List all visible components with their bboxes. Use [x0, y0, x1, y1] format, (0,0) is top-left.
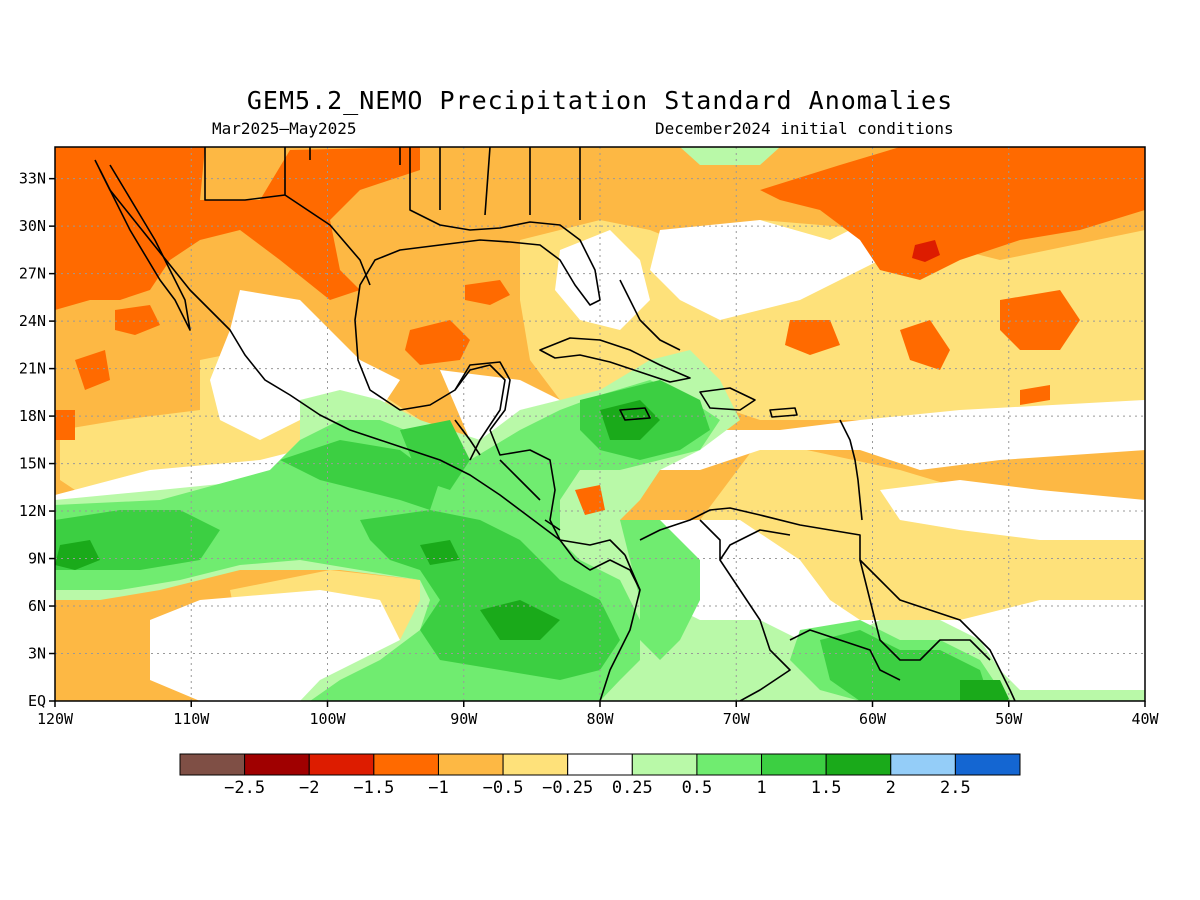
lat-tick-label: 6N — [28, 597, 46, 615]
coast-jamaica — [619, 407, 651, 421]
lat-tick-label: 18N — [19, 407, 46, 425]
colorbar-swatch — [437, 753, 504, 776]
lon-tick-label: 120W — [37, 710, 74, 728]
field-dark-green-3 — [480, 600, 560, 640]
field-dark-orange-atlantic-n — [760, 147, 1145, 280]
colorbar-label: 2.5 — [940, 778, 971, 798]
field-mid-green-honduras — [400, 420, 470, 490]
field-red-atlantic — [912, 240, 940, 262]
colorbar-swatch — [890, 753, 956, 776]
colorbar-swatch — [825, 753, 892, 776]
forecast-period: Mar2025–May2025 — [212, 119, 357, 138]
lat-tick-label: 24N — [19, 312, 46, 330]
lat-tick-label: 3N — [28, 645, 46, 663]
lon-tick-label: 80W — [586, 710, 614, 728]
colorbar-label: −2.5 — [224, 778, 265, 798]
colorbar-swatch — [179, 753, 246, 776]
coast-mexico-pacific — [94, 159, 641, 591]
border-us-states — [309, 147, 581, 220]
colorbar-swatch — [308, 753, 375, 776]
colorbar-swatch — [696, 753, 763, 776]
coast-baja — [99, 164, 191, 331]
colorbar-swatch — [373, 753, 439, 776]
field-white-florida — [555, 230, 650, 330]
lat-tick-label: EQ — [28, 692, 46, 710]
field-dark-orange-atlantic-f — [1020, 385, 1050, 405]
border-guianas — [859, 559, 991, 661]
lat-tick-label: 9N — [28, 550, 46, 568]
colorbar-label: 1.5 — [811, 778, 842, 798]
field-white-atlantic-mid — [880, 480, 1145, 540]
field-mid-green-central — [280, 440, 440, 510]
field-dark-orange-pacific1 — [115, 305, 160, 335]
field-dark-orange-gulf — [405, 320, 470, 365]
lon-tick-label: 70W — [723, 710, 751, 728]
coast-yucatan — [454, 361, 511, 431]
colorbar-label: 0.25 — [612, 778, 653, 798]
field-dark-orange-atlantic-d — [900, 320, 950, 370]
field-dark-orange-atlantic-c — [785, 320, 840, 355]
field-white-atlantic-north — [650, 220, 880, 320]
border-brazil — [789, 629, 901, 681]
colorbar-label: 1 — [756, 778, 766, 798]
field-light-green-north — [680, 147, 780, 165]
lon-tick-label: 100W — [309, 710, 346, 728]
lon-tick-label: 60W — [859, 710, 887, 728]
lat-tick-label: 30N — [19, 217, 46, 235]
coast-puerto-rico — [769, 407, 798, 418]
lat-tick-label: 12N — [19, 502, 46, 520]
lat-tick-label: 27N — [19, 265, 46, 283]
field-dark-orange-pacific3 — [55, 410, 75, 440]
colorbar-swatch — [244, 753, 310, 776]
lat-tick-label: 15N — [19, 455, 46, 473]
border-central-america — [454, 419, 561, 531]
border-us-mexico — [204, 147, 371, 286]
lat-tick-label: 21N — [19, 360, 46, 378]
colorbar-label: 2 — [886, 778, 896, 798]
colorbar-label: −0.5 — [483, 778, 524, 798]
colorbar-label: 0.5 — [682, 778, 713, 798]
coast-south-america — [599, 507, 1016, 701]
field-dark-green-1 — [55, 540, 100, 570]
field-dark-orange-atlantic-e — [1000, 290, 1080, 350]
colorbar-swatch — [761, 753, 827, 776]
map-title: GEM5.2_NEMO Precipitation Standard Anoma… — [246, 86, 954, 115]
colorbar-swatch — [502, 753, 569, 776]
coast-bahamas — [619, 279, 681, 351]
field-dark-green-5 — [960, 680, 1010, 701]
border-venezuela-colombia — [719, 559, 791, 701]
initial-conditions: December2024 initial conditions — [655, 119, 954, 138]
colorbar-swatch — [954, 753, 1021, 776]
graticule — [55, 147, 1145, 701]
lat-tick-label: 33N — [19, 170, 46, 188]
lon-tick-label: 50W — [995, 710, 1023, 728]
colorbar-label: −1.5 — [353, 778, 394, 798]
coastlines — [94, 147, 1016, 701]
colorbar: −2.5 −2 −1.5 −1 −0.5 −0.25 0.25 0.5 1 1.5 2 2.5 — [179, 753, 1021, 798]
coast-lesser-antilles — [839, 419, 863, 521]
colorbar-label: −2 — [299, 778, 319, 798]
lon-tick-label: 40W — [1131, 710, 1159, 728]
field-dark-orange-pacific2 — [75, 350, 110, 390]
coast-hispaniola — [699, 387, 756, 411]
colorbar-swatch — [631, 753, 698, 776]
colorbar-label: −1 — [428, 778, 448, 798]
colorbar-swatch — [567, 753, 633, 776]
field-dark-orange-baja — [55, 200, 150, 300]
field-green-colombia — [620, 520, 700, 660]
field-dark-orange-gulf2 — [465, 280, 510, 305]
coast-venezuela-north — [699, 519, 791, 561]
lon-tick-label: 90W — [450, 710, 478, 728]
lon-tick-label: 110W — [173, 710, 210, 728]
field-dark-green-2 — [420, 540, 460, 565]
coast-gulf-mexico — [354, 147, 601, 461]
coast-cuba — [539, 337, 691, 383]
field-dark-orange-caribbean — [575, 485, 605, 515]
colorbar-label: −0.25 — [542, 778, 593, 798]
coast-central-america-east — [489, 429, 626, 556]
